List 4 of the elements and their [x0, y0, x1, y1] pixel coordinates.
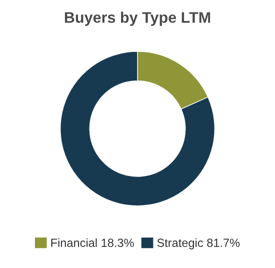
chart-title: Buyers by Type LTM — [64, 12, 210, 26]
legend-label: Strategic 81.7% — [157, 238, 240, 250]
donut-slice — [60, 51, 216, 206]
legend-label: Financial 18.3% — [51, 238, 134, 247]
